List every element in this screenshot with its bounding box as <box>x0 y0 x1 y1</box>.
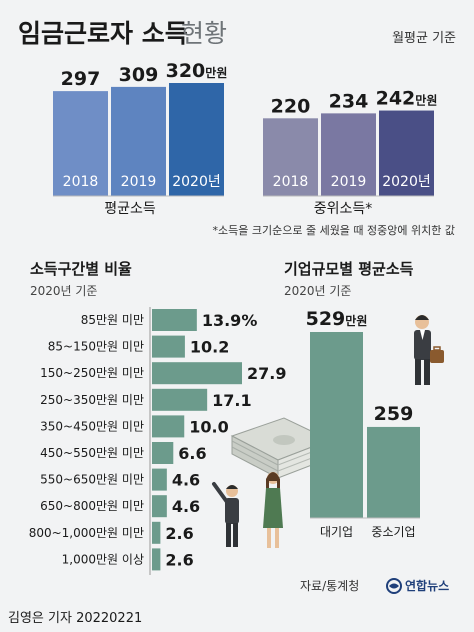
value-label: 220 <box>271 95 311 117</box>
average-income-chart: 2018 297 2019 309 2020년 320만원 <box>53 60 228 197</box>
source-label: 자료/통계청 <box>300 579 359 593</box>
income-range-title: 소득구간별 비율 <box>30 260 132 278</box>
range-bar <box>152 362 242 385</box>
pointing-man-illustration <box>212 482 239 547</box>
range-label: 650~800만원 미만 <box>40 499 144 513</box>
page-title: 임금근로자 소득 <box>18 19 188 48</box>
logo-text: 연합뉴스 <box>405 578 449 593</box>
businessman-illustration <box>414 315 444 385</box>
range-value: 10.2 <box>190 338 229 357</box>
page-title-suffix: 현황 <box>181 19 227 48</box>
company-label: 대기업 <box>320 525 353 539</box>
year-label: 2019 <box>331 174 367 190</box>
company-bar <box>310 332 363 518</box>
range-label: 150~250만원 미만 <box>40 366 144 380</box>
range-label: 250~350만원 미만 <box>40 393 144 407</box>
range-value: 10.0 <box>189 417 228 436</box>
range-label: 450~550만원 미만 <box>40 446 144 460</box>
value-label: 297 <box>61 68 101 90</box>
range-bar <box>152 442 174 464</box>
bar-2018 <box>263 118 318 196</box>
range-value: 4.6 <box>172 497 200 516</box>
range-label: 550~650만원 미만 <box>40 473 144 487</box>
bar-2018 <box>53 91 108 196</box>
range-value: 17.1 <box>212 391 251 410</box>
range-value: 6.6 <box>178 444 206 463</box>
year-label: 2018 <box>63 174 99 190</box>
company-value: 259 <box>374 403 414 425</box>
byline: 김영은 기자 20220221 <box>8 611 142 626</box>
value-label: 320만원 <box>166 60 228 82</box>
range-label: 800~1,000만원 미만 <box>29 526 144 540</box>
range-value: 13.9% <box>202 311 258 330</box>
woman-illustration <box>263 472 283 548</box>
year-label: 2018 <box>273 174 309 190</box>
range-label: 1,000만원 이상 <box>62 552 144 566</box>
value-label: 234 <box>329 90 369 112</box>
unit-label: 월평균 기준 <box>392 31 456 46</box>
range-bar <box>152 388 208 411</box>
range-bar <box>152 335 185 358</box>
range-bar <box>152 495 167 518</box>
range-label: 85~150만원 미만 <box>48 340 144 354</box>
range-bar <box>152 521 161 544</box>
year-label: 2020년 <box>172 174 221 190</box>
range-value: 27.9 <box>247 364 286 383</box>
bar-2019 <box>321 113 376 196</box>
range-bar <box>152 548 161 571</box>
median-income-label: 중위소득* <box>314 201 373 217</box>
bar-2019 <box>111 86 166 196</box>
income-range-chart: 85만원 미만 13.9% 85~150만원 미만 10.2 150~250만원 미만 2… <box>29 307 286 575</box>
range-bar <box>152 468 167 491</box>
bar-2020년 <box>379 110 434 196</box>
range-value: 4.6 <box>172 471 200 490</box>
median-footnote: *소득을 크기순으로 줄 세웠을 때 정중앙에 위치한 값 <box>213 224 456 237</box>
median-income-chart: 2018 220 2019 234 2020년 242만원 <box>263 88 438 197</box>
yonhap-logo: 연합뉴스 <box>386 578 449 594</box>
value-label: 309 <box>119 64 159 86</box>
average-income-label: 평균소득 <box>104 201 156 217</box>
range-label: 85만원 미만 <box>81 313 144 327</box>
range-bar <box>152 309 197 331</box>
company-value: 529만원 <box>306 308 368 330</box>
range-bar <box>152 415 185 438</box>
company-label: 중소기업 <box>371 525 415 539</box>
company-bar <box>367 426 420 518</box>
bar-2020년 <box>169 83 224 196</box>
range-value: 2.6 <box>165 550 193 569</box>
year-label: 2020년 <box>382 174 431 190</box>
year-label: 2019 <box>121 174 157 190</box>
value-label: 242만원 <box>376 88 438 110</box>
range-value: 2.6 <box>165 524 193 543</box>
company-size-subtitle: 2020년 기준 <box>284 284 351 298</box>
company-size-title: 기업규모별 평균소득 <box>284 260 414 278</box>
range-label: 350~450만원 미만 <box>40 419 144 433</box>
income-range-subtitle: 2020년 기준 <box>30 284 97 298</box>
